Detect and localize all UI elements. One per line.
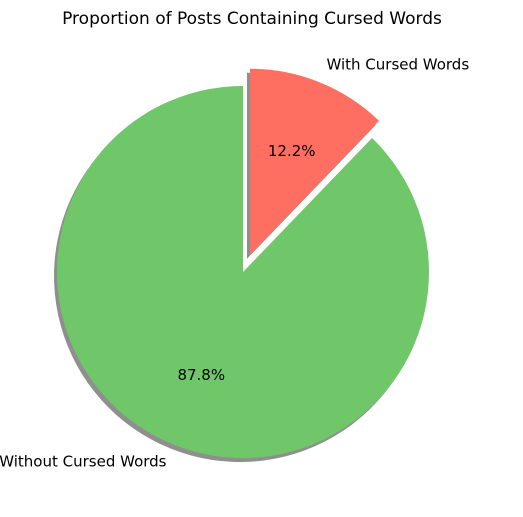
pie-label-layer: 12.2% With Cursed Words 87.8% Without Curse… (0, 55, 469, 470)
slice-label-with-cursed-words: With Cursed Words (326, 55, 469, 73)
pie-slice-without-cursed-words (57, 86, 430, 458)
percent-label-without-cursed-words: 87.8% (177, 366, 225, 384)
chart-title: Proportion of Posts Containing Cursed Wo… (62, 9, 442, 29)
pie-slice-with-cursed-words (249, 68, 379, 255)
pie-slice-layer (57, 68, 430, 458)
percent-label-with-cursed-words: 12.2% (268, 142, 316, 160)
slice-label-without-cursed-words: Without Cursed Words (0, 452, 167, 470)
